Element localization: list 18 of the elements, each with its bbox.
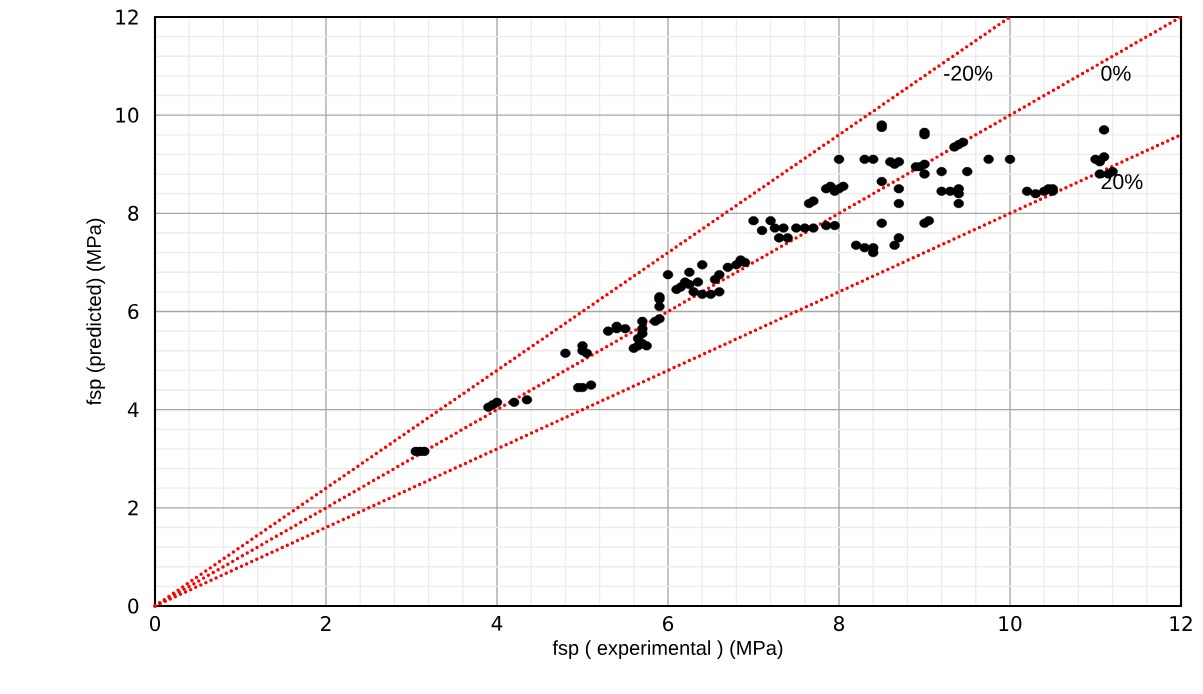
x-tick-label: 0 — [149, 616, 161, 632]
y-tick-label: 2 — [128, 500, 138, 516]
y-tick-label: 8 — [128, 205, 139, 221]
series-label: 0% — [1101, 65, 1131, 81]
x-tick-label: 12 — [1170, 616, 1192, 631]
y-axis-title: fsp (predicted) (MPa) — [86, 218, 106, 406]
y-tick-label: 4 — [127, 402, 139, 417]
x-tick-label: 4 — [491, 616, 503, 631]
y-tick-label: 12 — [116, 9, 138, 25]
x-tick-label: 8 — [834, 616, 844, 632]
y-tick-label: 10 — [116, 107, 139, 123]
y-tick-label: 6 — [128, 303, 139, 320]
x-tick-label: 10 — [999, 616, 1022, 632]
x-tick-label: 2 — [321, 616, 331, 631]
x-axis-title: fsp ( experimental ) (MPa) — [552, 640, 783, 659]
x-tick-label: 6 — [663, 616, 674, 632]
y-tick-label: 0 — [128, 598, 139, 614]
series-label: -20% — [944, 65, 993, 81]
